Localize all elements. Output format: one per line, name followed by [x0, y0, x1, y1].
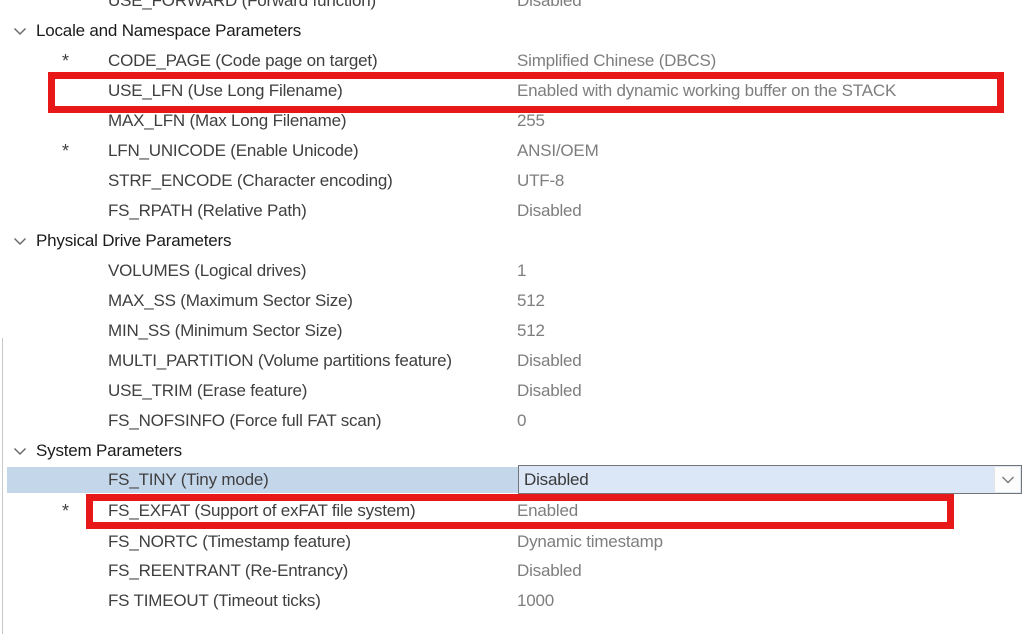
param-row-lfn-unicode[interactable]: * LFN_UNICODE (Enable Unicode) ANSI/OEM — [0, 136, 1028, 166]
param-row-use-trim[interactable]: USE_TRIM (Erase feature) Disabled — [0, 376, 1028, 406]
param-label: MAX_LFN (Max Long Filename) — [108, 111, 347, 130]
param-row-fs-exfat[interactable]: * FS_EXFAT (Support of exFAT file system… — [0, 494, 1028, 528]
param-label: USE_FORWARD (Forward function) — [108, 0, 376, 10]
modified-star: * — [62, 141, 70, 161]
param-label: VOLUMES (Logical drives) — [108, 261, 307, 280]
param-value[interactable]: Simplified Chinese (DBCS) — [517, 51, 717, 70]
section-header-locale-namespace[interactable]: Locale and Namespace Parameters — [0, 16, 1028, 46]
param-row-multi-partition[interactable]: MULTI_PARTITION (Volume partitions featu… — [0, 346, 1028, 376]
modified-star: * — [62, 501, 70, 521]
chevron-down-icon[interactable] — [13, 447, 27, 456]
param-row-fs-rpath[interactable]: FS_RPATH (Relative Path) Disabled — [0, 196, 1028, 226]
param-row-min-ss[interactable]: MIN_SS (Minimum Sector Size) 512 — [0, 316, 1028, 346]
section-title: System Parameters — [36, 441, 182, 460]
modified-star: * — [62, 51, 70, 71]
param-value[interactable]: 512 — [517, 321, 545, 340]
param-value[interactable]: Disabled — [517, 381, 582, 400]
selected-row-highlight[interactable]: FS_TINY (Tiny mode) — [7, 467, 518, 493]
section-header-system[interactable]: System Parameters — [0, 436, 1028, 466]
param-value[interactable]: Disabled — [517, 561, 582, 580]
param-label: LFN_UNICODE (Enable Unicode) — [108, 141, 359, 160]
param-label: FS_RPATH (Relative Path) — [108, 201, 307, 220]
fs-tiny-value-dropdown[interactable]: Disabled — [518, 465, 1022, 494]
param-value[interactable]: 512 — [517, 291, 545, 310]
param-label: USE_TRIM (Erase feature) — [108, 381, 308, 400]
param-row-fs-tiny-selected[interactable]: FS_TINY (Tiny mode) Disabled — [0, 465, 1028, 494]
param-value[interactable]: 255 — [517, 111, 545, 130]
param-row-use-lfn[interactable]: USE_LFN (Use Long Filename) Enabled with… — [0, 76, 1028, 106]
param-row-fs-nofsinfo[interactable]: FS_NOFSINFO (Force full FAT scan) 0 — [0, 406, 1028, 436]
param-row-fs-reentrant[interactable]: FS_REENTRANT (Re-Entrancy) Disabled — [0, 556, 1028, 586]
param-label: FS_NOFSINFO (Force full FAT scan) — [108, 411, 382, 430]
param-row-fs-nortc[interactable]: FS_NORTC (Timestamp feature) Dynamic tim… — [0, 528, 1028, 556]
param-row-use-forward-clipped[interactable]: USE_FORWARD (Forward function) Disabled — [0, 0, 1028, 16]
param-label: MIN_SS (Minimum Sector Size) — [108, 321, 343, 340]
param-value[interactable]: Disabled — [517, 0, 582, 10]
param-row-max-lfn[interactable]: MAX_LFN (Max Long Filename) 255 — [0, 106, 1028, 136]
param-value[interactable]: 1000 — [517, 591, 555, 610]
param-row-volumes[interactable]: VOLUMES (Logical drives) 1 — [0, 256, 1028, 286]
dropdown-button[interactable] — [994, 467, 1020, 492]
param-label: MULTI_PARTITION (Volume partitions featu… — [108, 351, 452, 370]
param-label: FS_REENTRANT (Re-Entrancy) — [108, 561, 349, 580]
param-value[interactable]: Enabled — [517, 501, 578, 520]
param-label: MAX_SS (Maximum Sector Size) — [108, 291, 353, 310]
param-row-fs-timeout[interactable]: FS TIMEOUT (Timeout ticks) 1000 — [0, 586, 1028, 616]
chevron-down-icon[interactable] — [13, 27, 27, 36]
param-label: FS_TINY (Tiny mode) — [108, 470, 269, 489]
param-label: STRF_ENCODE (Character encoding) — [108, 171, 393, 190]
param-label: FS_EXFAT (Support of exFAT file system) — [108, 501, 416, 520]
param-value[interactable]: UTF-8 — [517, 171, 565, 190]
param-row-code-page[interactable]: * CODE_PAGE (Code page on target) Simpli… — [0, 46, 1028, 76]
param-label: USE_LFN (Use Long Filename) — [108, 81, 343, 100]
param-value[interactable]: Dynamic timestamp — [517, 532, 663, 551]
param-label: FS TIMEOUT (Timeout ticks) — [108, 591, 321, 610]
panel-left-border — [2, 338, 3, 634]
param-row-max-ss[interactable]: MAX_SS (Maximum Sector Size) 512 — [0, 286, 1028, 316]
param-value[interactable]: Disabled — [517, 201, 582, 220]
param-value[interactable]: Enabled with dynamic working buffer on t… — [517, 81, 897, 100]
section-header-physical-drive[interactable]: Physical Drive Parameters — [0, 226, 1028, 256]
section-title: Physical Drive Parameters — [36, 231, 232, 250]
param-label: CODE_PAGE (Code page on target) — [108, 51, 378, 70]
chevron-down-icon[interactable] — [13, 237, 27, 246]
dropdown-selected-value: Disabled — [524, 470, 589, 489]
param-value[interactable]: 1 — [517, 261, 527, 280]
param-value[interactable]: 0 — [517, 411, 527, 430]
section-title: Locale and Namespace Parameters — [36, 21, 302, 40]
param-label: FS_NORTC (Timestamp feature) — [108, 532, 351, 551]
param-value[interactable]: Disabled — [517, 351, 582, 370]
param-row-strf-encode[interactable]: STRF_ENCODE (Character encoding) UTF-8 — [0, 166, 1028, 196]
param-value[interactable]: ANSI/OEM — [517, 141, 599, 160]
